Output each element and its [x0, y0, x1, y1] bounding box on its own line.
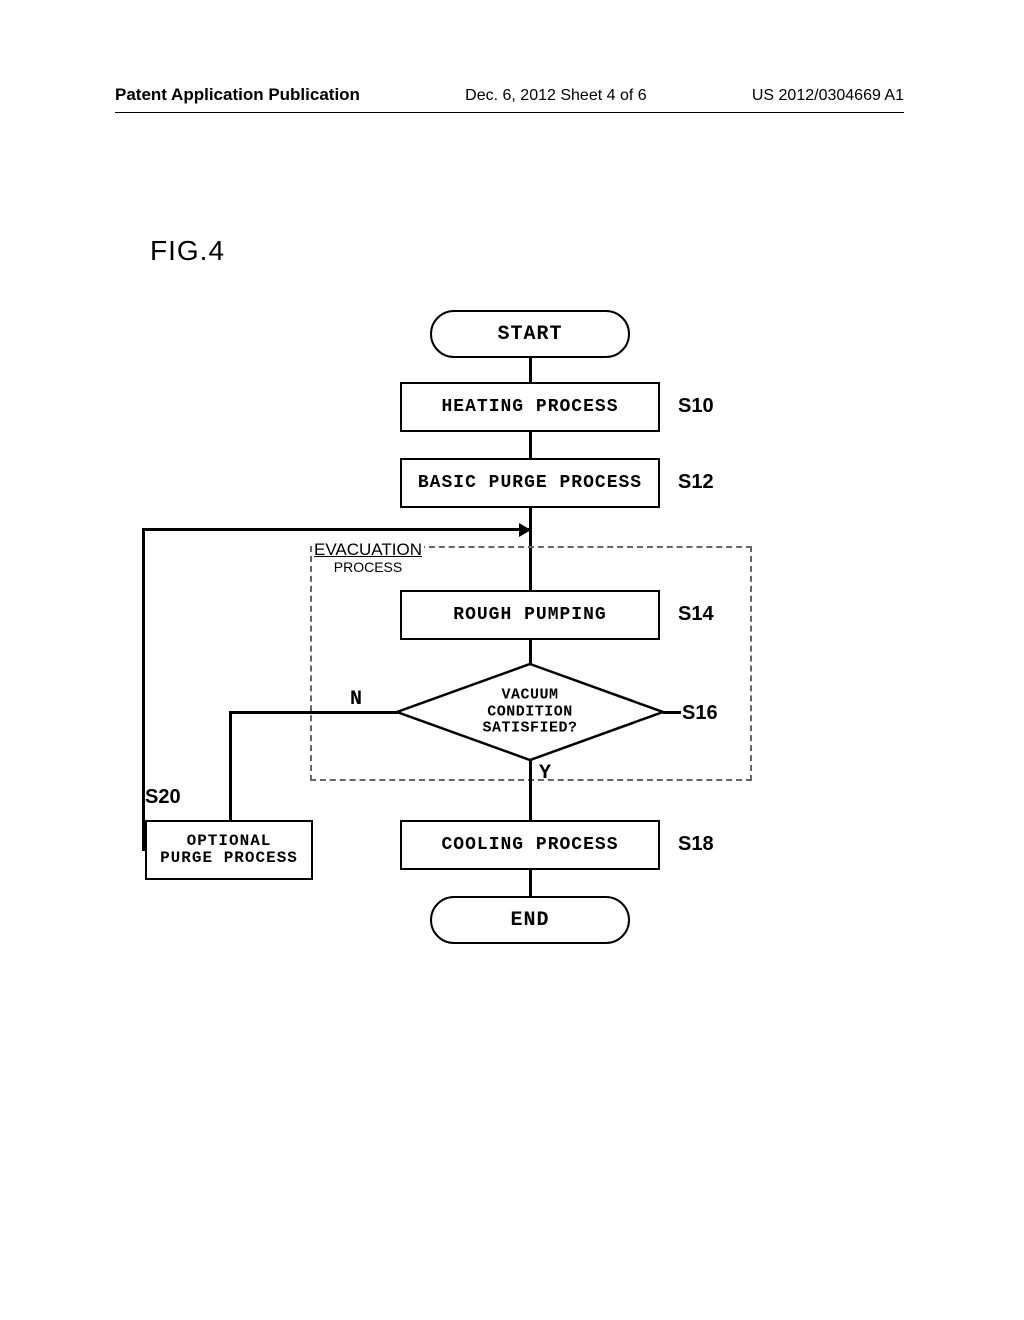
connector	[529, 640, 532, 664]
node-start: START	[430, 310, 630, 358]
node-heating-process: HEATING PROCESS	[400, 382, 660, 432]
node-cooling-process: COOLING PROCESS	[400, 820, 660, 870]
s14-label: ROUGH PUMPING	[453, 605, 606, 625]
connector-loop-join	[142, 848, 147, 851]
node-rough-pumping: ROUGH PUMPING	[400, 590, 660, 640]
label-no: N	[350, 688, 362, 711]
node-optional-purge: OPTIONAL PURGE PROCESS	[145, 820, 313, 880]
group-l2: PROCESS	[334, 559, 402, 575]
end-label: END	[510, 909, 549, 932]
connector-yes	[529, 760, 532, 820]
group-l1: EVACUATION	[314, 541, 422, 560]
step-s10: S10	[678, 395, 714, 418]
s16-l3: SATISFIED?	[482, 719, 577, 736]
s20-l1: OPTIONAL	[187, 833, 272, 850]
connector	[529, 358, 532, 382]
flowchart: START HEATING PROCESS S10 BASIC PURGE PR…	[0, 310, 1024, 1030]
label-yes: Y	[539, 762, 551, 785]
connector-no-h2	[229, 711, 311, 714]
step-s14: S14	[678, 603, 714, 626]
patent-header: Patent Application Publication Dec. 6, 2…	[0, 85, 1024, 105]
connector-no-v	[229, 711, 232, 820]
start-label: START	[497, 323, 562, 346]
connector-loopback-v	[142, 528, 145, 850]
step-s16: →S16	[682, 702, 718, 725]
header-left: Patent Application Publication	[115, 85, 360, 105]
header-rule	[115, 112, 904, 113]
s10-label: HEATING PROCESS	[441, 397, 618, 417]
header-center: Dec. 6, 2012 Sheet 4 of 6	[465, 87, 646, 105]
s20-l2: PURGE PROCESS	[160, 850, 298, 867]
node-end: END	[430, 896, 630, 944]
s16-l1: VACUUM	[501, 686, 558, 703]
node-vacuum-decision: VACUUM CONDITION SATISFIED?	[395, 662, 665, 762]
connector-loopback-top	[142, 528, 531, 531]
node-basic-purge-process: BASIC PURGE PROCESS	[400, 458, 660, 508]
decision-text: VACUUM CONDITION SATISFIED?	[395, 687, 665, 737]
s12-label: BASIC PURGE PROCESS	[418, 473, 642, 493]
connector	[529, 432, 532, 458]
connector	[529, 870, 532, 896]
s16-pointer	[663, 711, 681, 714]
figure-label: FIG.4	[150, 235, 225, 267]
s16-l2: CONDITION	[487, 703, 573, 720]
connector-no-h1	[309, 711, 398, 714]
step-s20: S20	[145, 786, 181, 809]
header-right: US 2012/0304669 A1	[752, 87, 904, 105]
s18-label: COOLING PROCESS	[441, 835, 618, 855]
step-s12: S12	[678, 471, 714, 494]
step-s18: S18	[678, 833, 714, 856]
group-label-evacuation: EVACUATION PROCESS	[312, 540, 424, 576]
